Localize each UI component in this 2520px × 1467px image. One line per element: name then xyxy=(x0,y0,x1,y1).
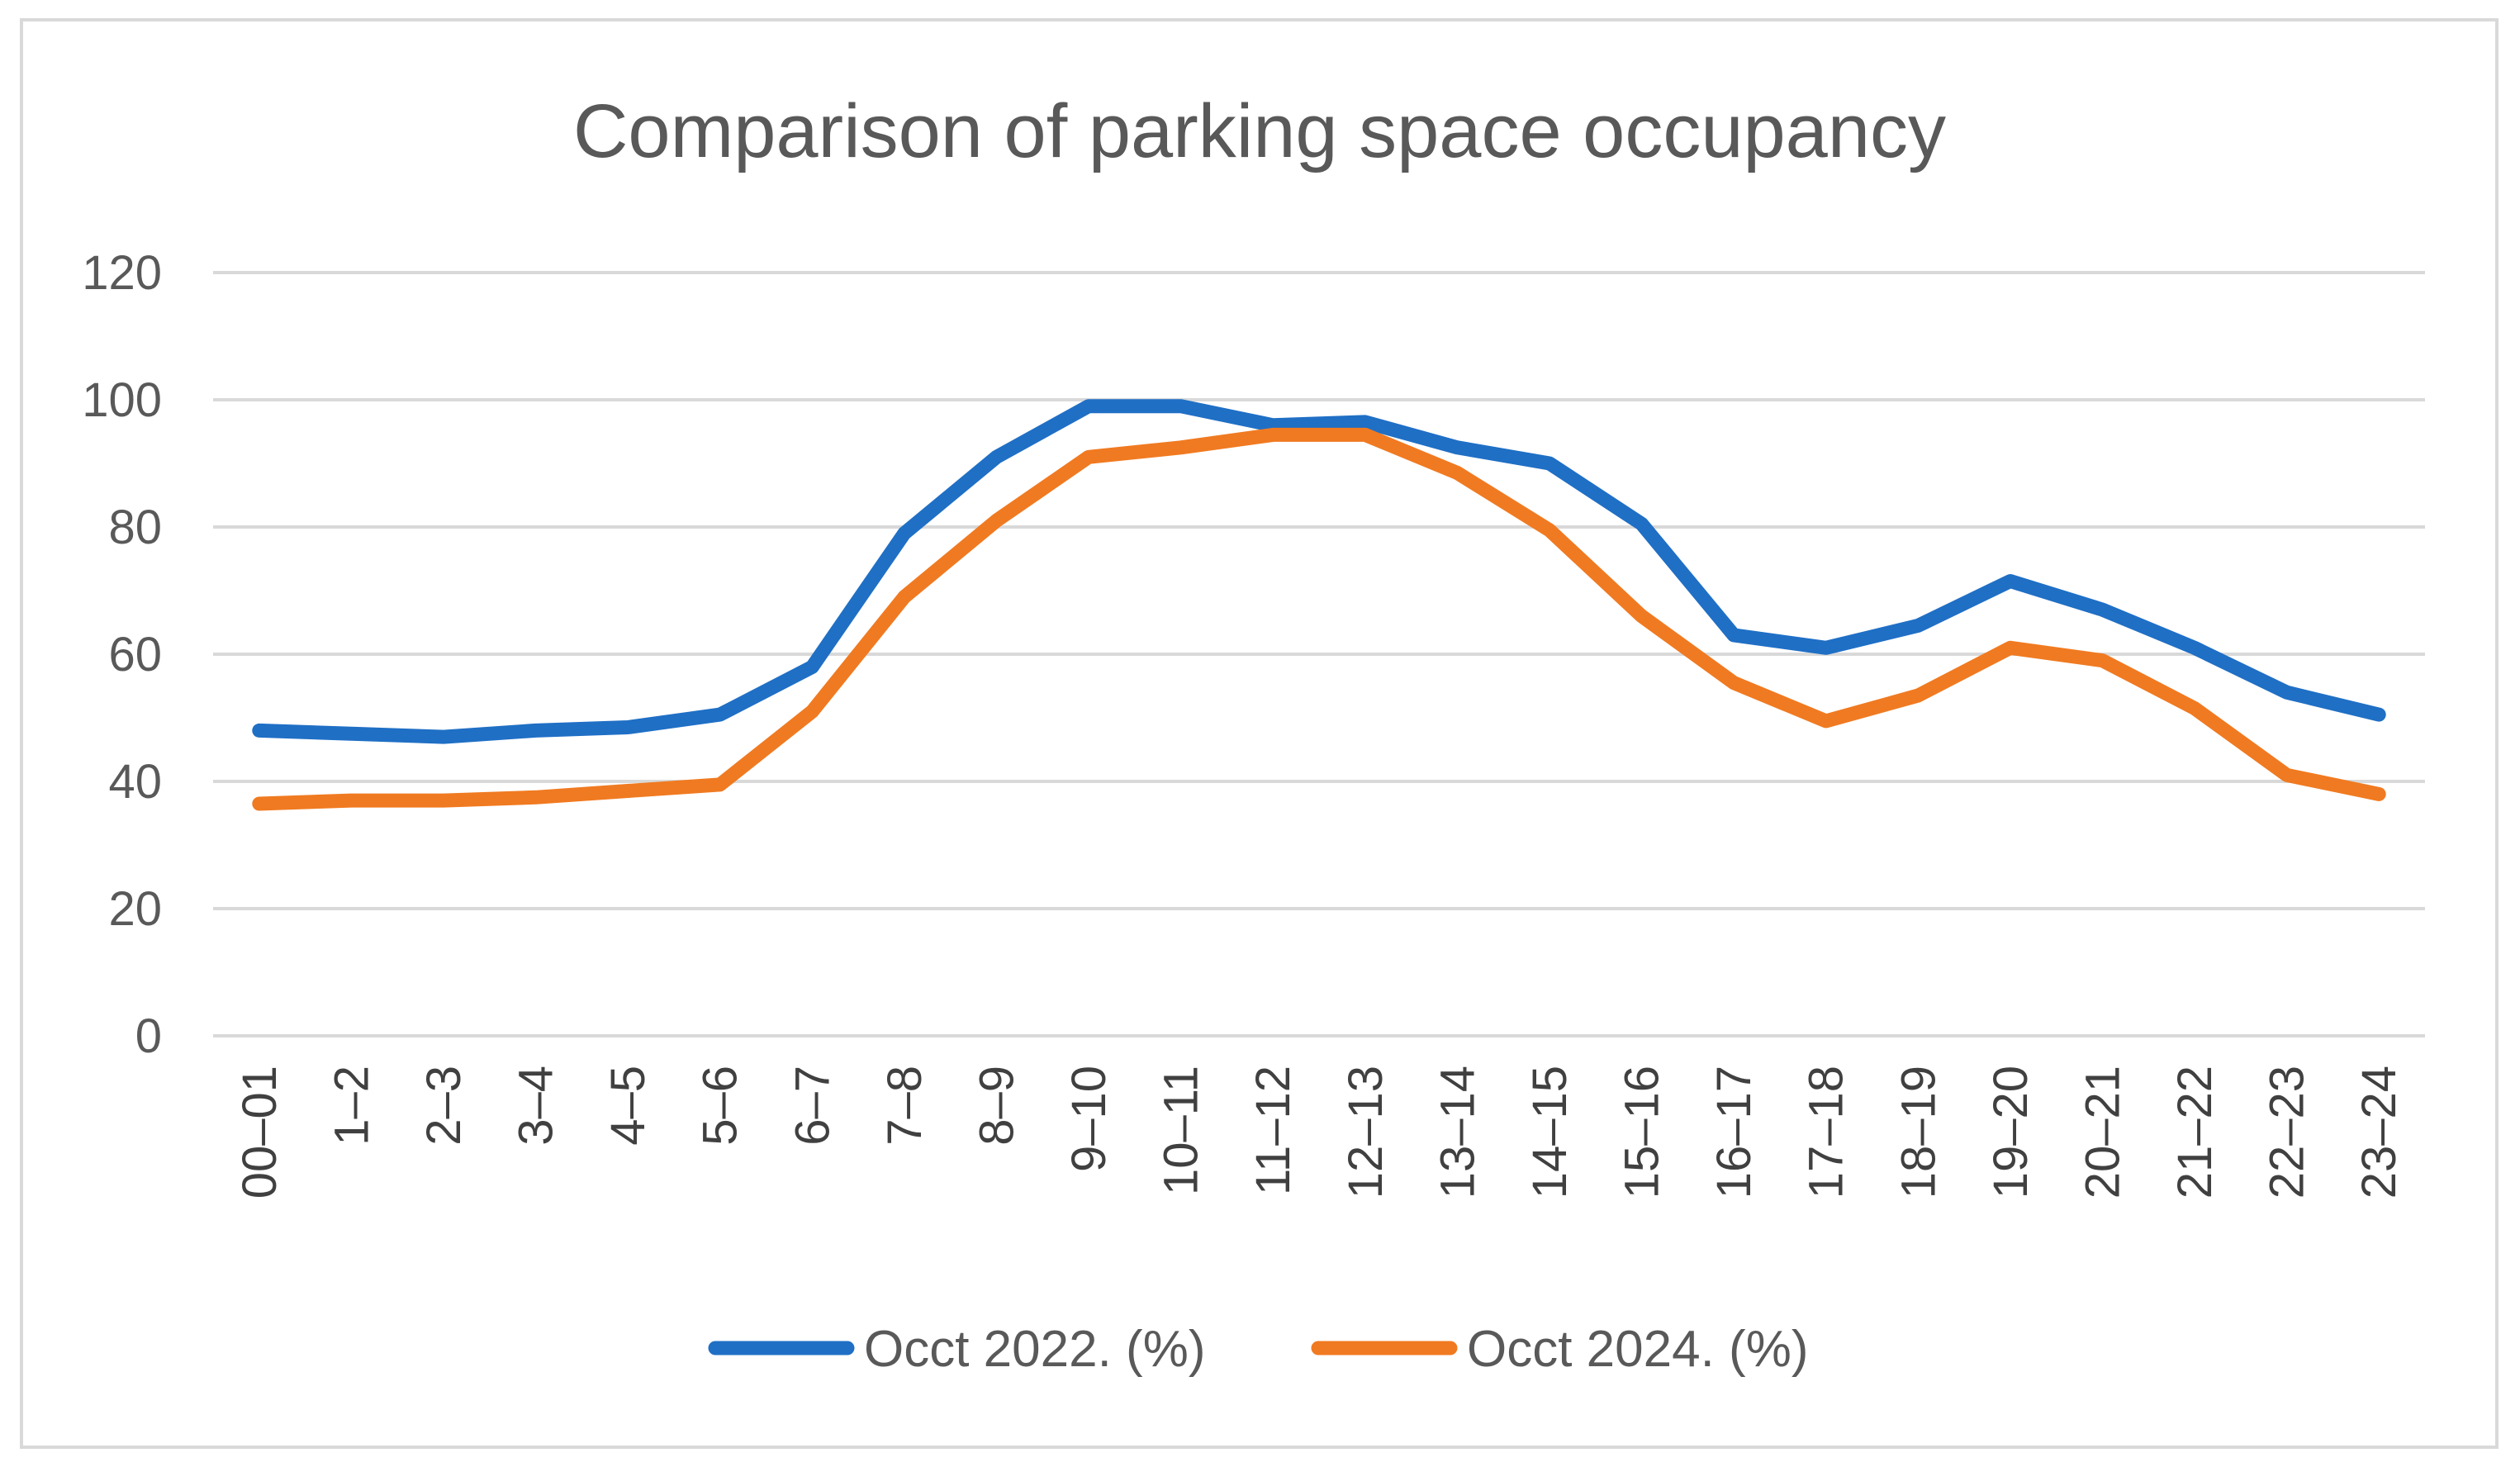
x-tick-label: 4–5 xyxy=(601,1066,655,1146)
series-line-occt-2024 xyxy=(252,427,2386,811)
y-tick-label: 60 xyxy=(108,628,162,681)
x-tick-label: 20–21 xyxy=(2076,1066,2129,1199)
x-tick-label: 8–9 xyxy=(970,1066,1023,1146)
chart-title: Comparison of parking space occupancy xyxy=(573,89,1946,173)
y-tick-label: 80 xyxy=(108,501,162,554)
x-axis-tick-labels: 00–01 1–2 2–3 3–4 4–5 5–6 6–7 7–8 8–9 9–10 10–11 11… xyxy=(233,1066,2406,1199)
gridlines xyxy=(213,271,2425,1037)
y-tick-label: 120 xyxy=(82,246,162,300)
y-tick-label: 0 xyxy=(135,1009,162,1063)
y-tick-label: 20 xyxy=(108,882,162,936)
x-tick-label: 18–19 xyxy=(1891,1066,1945,1199)
x-tick-label: 21–22 xyxy=(2168,1066,2222,1199)
x-tick-label: 19–20 xyxy=(1984,1066,2038,1199)
x-tick-label: 14–15 xyxy=(1523,1066,1577,1199)
y-tick-label: 40 xyxy=(108,755,162,809)
x-tick-label: 10–11 xyxy=(1155,1066,1208,1195)
y-tick-label: 100 xyxy=(82,373,162,427)
x-tick-label: 23–24 xyxy=(2352,1066,2406,1199)
x-tick-label: 9–10 xyxy=(1062,1066,1116,1172)
x-tick-label: 12–13 xyxy=(1339,1066,1393,1199)
legend-label-occt-2022: Occt 2022. (%) xyxy=(864,1321,1205,1378)
x-tick-label: 6–7 xyxy=(785,1066,839,1146)
x-tick-label: 1–2 xyxy=(325,1066,378,1146)
x-tick-label: 17–18 xyxy=(1800,1066,1853,1199)
y-axis-tick-labels: 0 20 40 60 80 100 120 xyxy=(82,246,162,1063)
x-tick-label: 3–4 xyxy=(510,1066,563,1146)
x-tick-label: 00–01 xyxy=(233,1066,287,1199)
x-tick-label: 13–14 xyxy=(1431,1066,1484,1199)
x-tick-label: 11–12 xyxy=(1246,1066,1300,1195)
x-tick-label: 15–16 xyxy=(1616,1066,1669,1199)
x-tick-label: 2–3 xyxy=(417,1066,471,1146)
x-tick-label: 7–8 xyxy=(878,1066,932,1146)
x-tick-label: 16–17 xyxy=(1707,1066,1761,1199)
x-tick-label: 5–6 xyxy=(694,1066,747,1146)
series-lines xyxy=(252,399,2386,811)
legend: Occt 2022. (%) Occt 2024. (%) xyxy=(708,1321,1808,1378)
series-line-occt-2022 xyxy=(252,399,2386,744)
x-tick-label: 22–23 xyxy=(2261,1066,2314,1199)
legend-label-occt-2024: Occt 2024. (%) xyxy=(1467,1321,1808,1378)
